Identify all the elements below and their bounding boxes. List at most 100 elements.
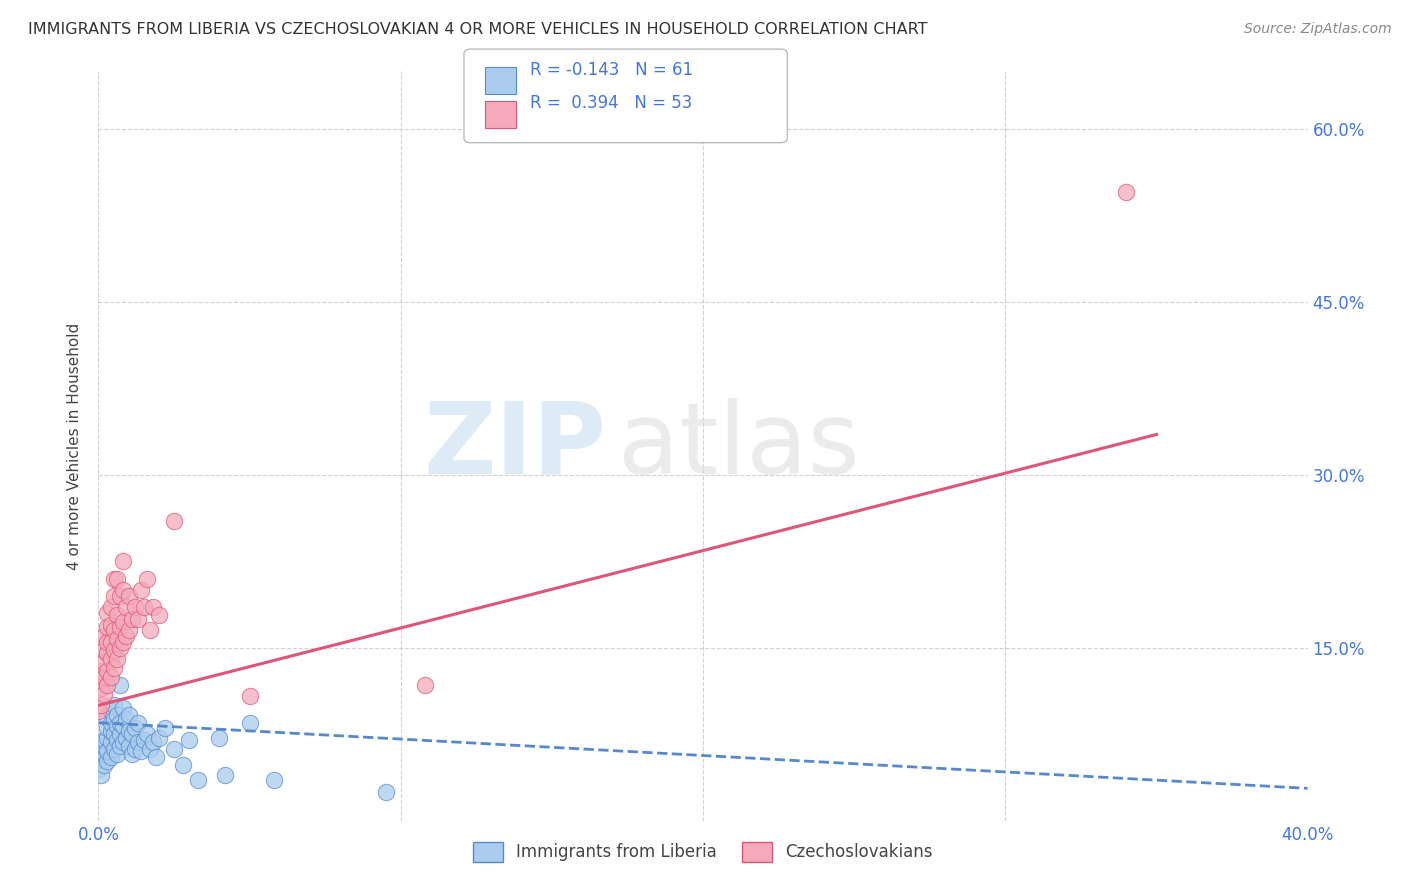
Point — [96, 731, 118, 745]
Point — [96, 754, 118, 768]
Point — [105, 733, 128, 747]
Point — [93, 629, 115, 643]
Point — [108, 640, 131, 655]
Text: atlas: atlas — [619, 398, 860, 494]
Point — [172, 758, 194, 772]
Point — [100, 652, 122, 666]
Point — [1115, 186, 1137, 200]
Point — [163, 742, 186, 756]
Text: R =  0.394   N = 53: R = 0.394 N = 53 — [530, 94, 692, 112]
Point — [105, 608, 128, 623]
Point — [108, 739, 131, 753]
Point — [96, 635, 118, 649]
Point — [90, 664, 112, 678]
Point — [103, 742, 125, 756]
Point — [100, 723, 122, 738]
Point — [90, 681, 112, 695]
Point — [93, 643, 115, 657]
Point — [100, 735, 122, 749]
Point — [121, 727, 143, 741]
Point — [148, 608, 170, 623]
Point — [132, 600, 155, 615]
Legend: Immigrants from Liberia, Czechoslovakians: Immigrants from Liberia, Czechoslovakian… — [467, 835, 939, 869]
Point — [103, 727, 125, 741]
Point — [100, 635, 122, 649]
Point — [127, 715, 149, 730]
Point — [124, 722, 146, 736]
Point — [108, 727, 131, 741]
Point — [413, 678, 436, 692]
Point — [90, 744, 112, 758]
Point — [127, 735, 149, 749]
Point — [111, 583, 134, 598]
Point — [103, 589, 125, 603]
Point — [100, 704, 122, 718]
Y-axis label: 4 or more Vehicles in Household: 4 or more Vehicles in Household — [67, 322, 83, 570]
Point — [96, 647, 118, 661]
Point — [114, 600, 136, 615]
Point — [142, 600, 165, 615]
Point — [118, 589, 141, 603]
Text: Source: ZipAtlas.com: Source: ZipAtlas.com — [1244, 22, 1392, 37]
Point — [114, 712, 136, 726]
Point — [105, 707, 128, 722]
Point — [103, 661, 125, 675]
Point — [108, 620, 131, 634]
Point — [100, 600, 122, 615]
Point — [96, 606, 118, 620]
Point — [135, 727, 157, 741]
Point — [96, 710, 118, 724]
Point — [90, 767, 112, 781]
Point — [103, 698, 125, 713]
Point — [263, 773, 285, 788]
Point — [96, 664, 118, 678]
Point — [135, 572, 157, 586]
Point — [187, 773, 209, 788]
Point — [108, 589, 131, 603]
Point — [118, 707, 141, 722]
Text: IMMIGRANTS FROM LIBERIA VS CZECHOSLOVAKIAN 4 OR MORE VEHICLES IN HOUSEHOLD CORRE: IMMIGRANTS FROM LIBERIA VS CZECHOSLOVAKI… — [28, 22, 928, 37]
Point — [105, 719, 128, 733]
Point — [96, 620, 118, 634]
Point — [214, 767, 236, 781]
Point — [129, 744, 152, 758]
Point — [111, 735, 134, 749]
Point — [163, 514, 186, 528]
Point — [374, 785, 396, 799]
Point — [105, 632, 128, 646]
Point — [93, 747, 115, 761]
Point — [105, 747, 128, 761]
Point — [118, 739, 141, 753]
Point — [100, 715, 122, 730]
Point — [93, 733, 115, 747]
Point — [87, 762, 110, 776]
Point — [208, 731, 231, 745]
Point — [93, 739, 115, 753]
Point — [100, 617, 122, 632]
Point — [100, 750, 122, 764]
Point — [114, 629, 136, 643]
Point — [114, 731, 136, 745]
Point — [90, 750, 112, 764]
Point — [124, 742, 146, 756]
Point — [93, 655, 115, 669]
Point — [103, 572, 125, 586]
Point — [148, 731, 170, 745]
Point — [90, 698, 112, 713]
Point — [145, 750, 167, 764]
Point — [103, 624, 125, 638]
Point — [239, 689, 262, 703]
Point — [139, 742, 162, 756]
Point — [142, 735, 165, 749]
Point — [93, 669, 115, 683]
Point — [87, 704, 110, 718]
Point — [124, 600, 146, 615]
Point — [93, 687, 115, 701]
Point — [121, 747, 143, 761]
Point — [111, 554, 134, 568]
Point — [103, 643, 125, 657]
Point — [111, 700, 134, 714]
Point — [129, 583, 152, 598]
Point — [118, 624, 141, 638]
Point — [121, 612, 143, 626]
